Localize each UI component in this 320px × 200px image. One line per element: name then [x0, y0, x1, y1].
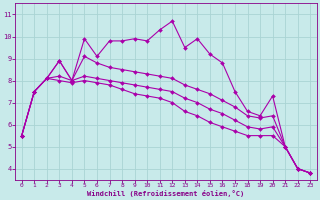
X-axis label: Windchill (Refroidissement éolien,°C): Windchill (Refroidissement éolien,°C) [87, 190, 244, 197]
